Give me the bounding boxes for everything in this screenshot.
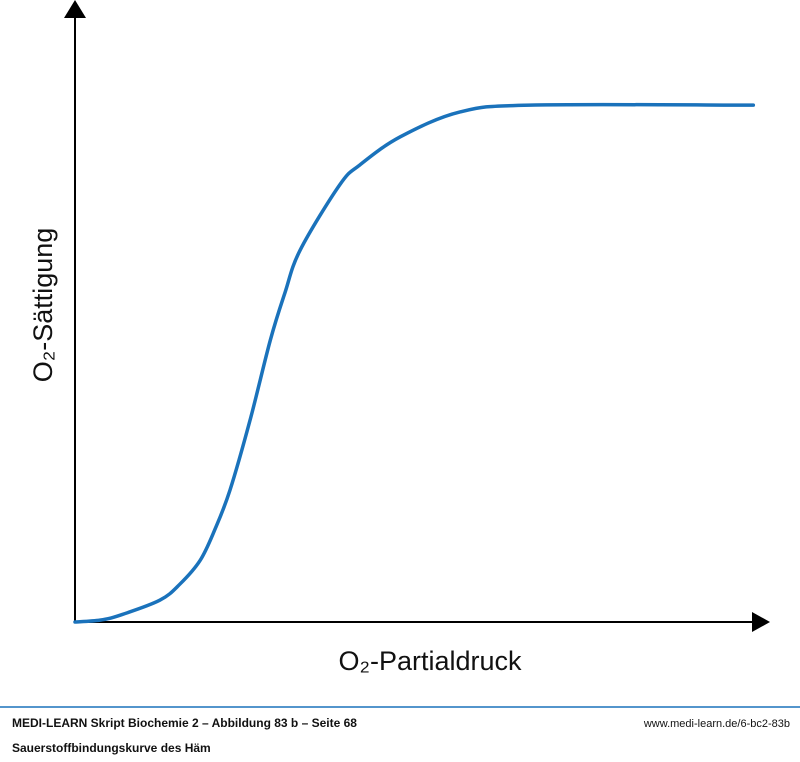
x-axis-arrow bbox=[752, 612, 770, 632]
y-axis-title: O₂-Sättigung bbox=[28, 228, 58, 383]
footer-subtitle: Sauerstoffbindungskurve des Häm bbox=[12, 741, 211, 755]
y-axis-arrow bbox=[64, 0, 86, 18]
footer-title: MEDI-LEARN Skript Biochemie 2 – Abbildun… bbox=[12, 716, 357, 730]
curve bbox=[73, 102, 756, 624]
x-axis-title: O₂-Partialdruck bbox=[338, 646, 522, 676]
footer-url: www.medi-learn.de/6-bc2-83b bbox=[643, 718, 790, 730]
